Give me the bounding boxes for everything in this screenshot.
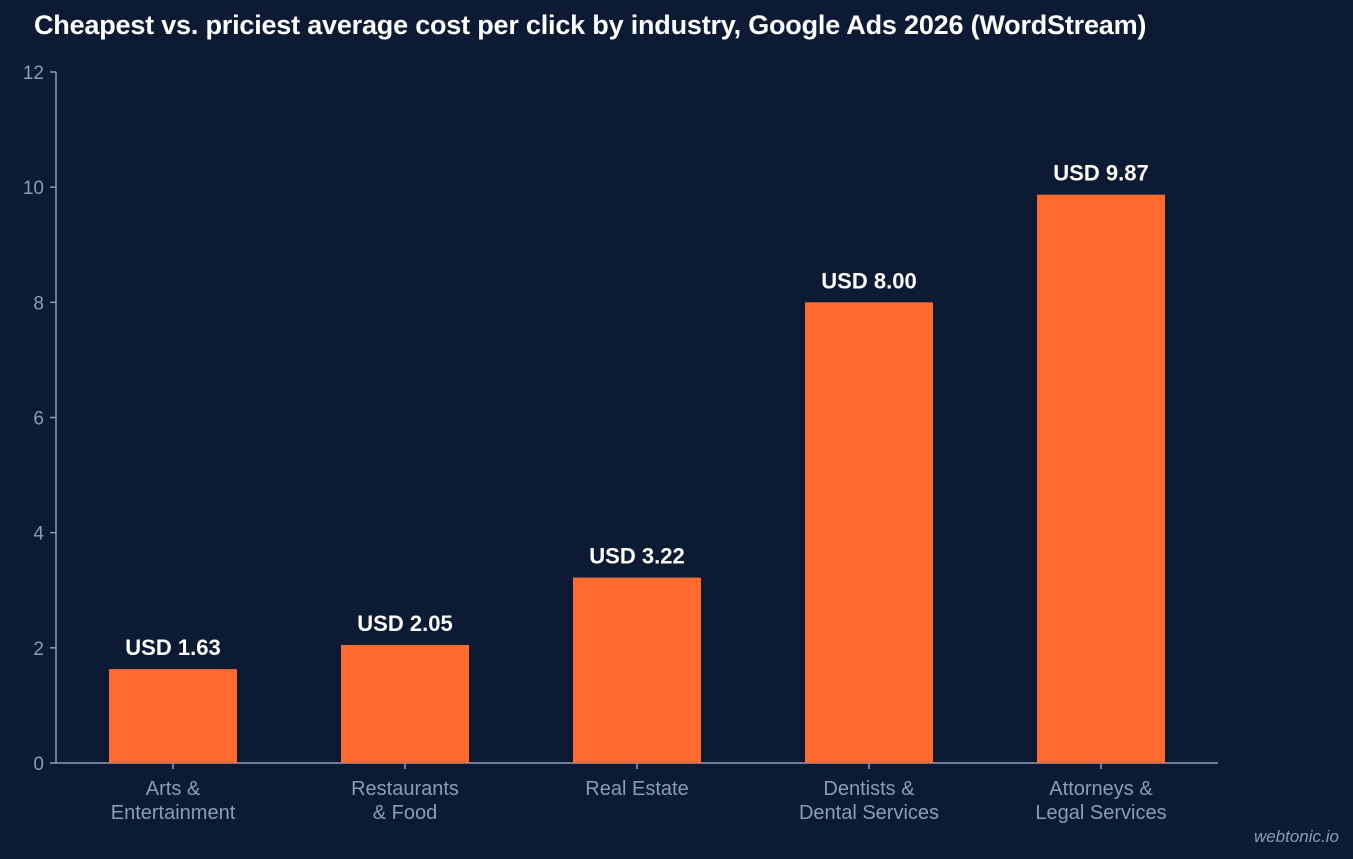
y-tick-label: 12	[23, 63, 44, 84]
data-label: USD 2.05	[357, 611, 452, 636]
data-label: USD 1.63	[125, 635, 220, 660]
x-tick-label: Restaurants	[351, 778, 459, 800]
x-tick-label: Legal Services	[1035, 802, 1166, 824]
y-tick-label: 6	[33, 409, 44, 430]
x-tick-label: Dentists &	[823, 778, 915, 800]
bar	[1037, 194, 1165, 764]
y-tick-label: 8	[33, 293, 44, 314]
x-tick-label: Attorneys &	[1049, 778, 1153, 800]
x-tick-label: Arts &	[146, 778, 201, 800]
x-tick-label: & Food	[373, 802, 437, 824]
watermark: webtonic.io	[1253, 827, 1339, 846]
bar	[573, 577, 701, 763]
y-tick-label: 10	[23, 178, 44, 199]
x-tick-label: Dental Services	[799, 802, 939, 824]
y-tick-label: 0	[33, 754, 44, 775]
bar	[109, 669, 237, 763]
data-label: USD 8.00	[821, 268, 916, 293]
bar	[341, 644, 469, 763]
data-label: USD 3.22	[589, 544, 684, 569]
x-tick-label: Entertainment	[111, 802, 236, 824]
y-tick-label: 4	[33, 524, 44, 545]
data-label: USD 9.87	[1053, 161, 1148, 186]
x-tick-label: Real Estate	[585, 778, 688, 800]
bar	[805, 302, 933, 763]
y-tick-label: 2	[33, 639, 44, 660]
chart-title: Cheapest vs. priciest average cost per c…	[34, 10, 1147, 40]
